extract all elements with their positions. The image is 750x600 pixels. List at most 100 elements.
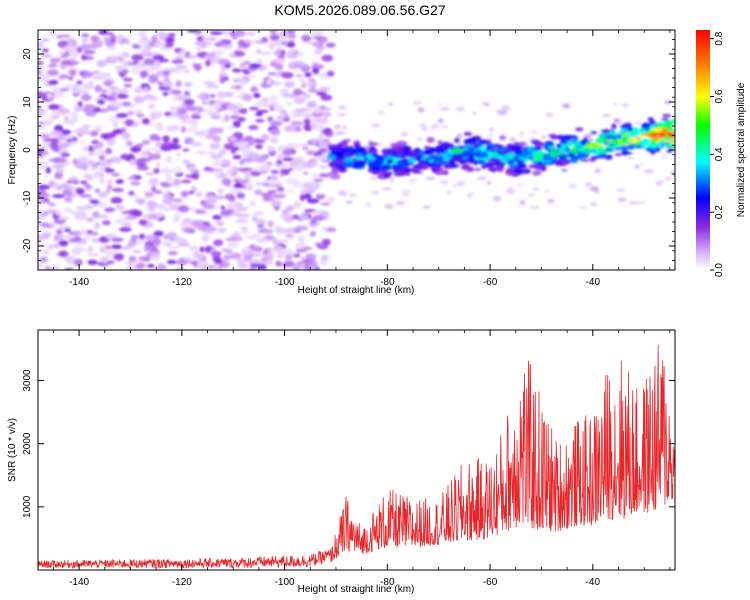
spectrogram-cell <box>494 165 504 171</box>
spectrogram-cell <box>644 169 654 174</box>
spectrogram-cell <box>161 182 173 188</box>
spectrogram-cell <box>493 152 498 159</box>
spectrogram-cell <box>273 104 284 112</box>
spectrogram-cell <box>255 40 267 44</box>
spectrogram-cell <box>138 233 146 240</box>
spectrogram-cell <box>202 204 215 210</box>
spectrogram-cell <box>301 34 311 41</box>
spectrogram-cell <box>472 111 477 116</box>
spectrogram-cell <box>430 147 436 152</box>
spectrogram-cell <box>204 198 218 205</box>
spectrogram-cell <box>61 59 72 66</box>
spectrogram-cell <box>78 194 92 198</box>
spectrogram-cell <box>218 72 228 79</box>
spectrogram-cell <box>544 189 550 194</box>
spectrogram-cell <box>270 128 281 136</box>
spectrogram-cell <box>224 114 230 122</box>
spectrogram-cell <box>132 249 142 254</box>
spectrogram-cell <box>561 168 568 172</box>
spectrogram-cell <box>51 110 60 117</box>
spectrogram-cell <box>493 196 502 202</box>
spectrogram-cell <box>256 109 269 113</box>
spectrogram-cell <box>86 185 93 189</box>
spectrogram-cell <box>421 156 427 160</box>
spectrogram-cell <box>316 194 325 200</box>
x-tick-label: -40 <box>586 277 601 288</box>
spectrogram-cell <box>661 155 668 159</box>
spectrogram-cell <box>93 72 102 77</box>
spectrogram-cell <box>144 195 152 200</box>
spectrogram-cell <box>51 164 65 169</box>
spectrogram-cell <box>604 148 615 152</box>
colorbar-tick-label: 0.8 <box>714 31 725 45</box>
spectrogram-cell <box>405 162 414 166</box>
spectrogram-cell <box>48 158 56 163</box>
spectrogram-cell <box>651 136 661 141</box>
spectrogram-cell <box>232 231 241 237</box>
spectrogram-cell <box>111 187 125 193</box>
spectrogram-cell <box>229 200 236 206</box>
spectrogram-cell <box>664 120 675 125</box>
spectrogram-cell <box>120 153 129 160</box>
spectrogram-cell <box>100 150 106 157</box>
spectrogram-cell <box>457 142 462 146</box>
spectrogram-cell <box>394 154 403 159</box>
spectrogram-cell <box>625 156 635 160</box>
spectrogram-cell <box>491 169 497 173</box>
spectrogram-cell <box>130 235 140 239</box>
spectrogram-cell <box>127 176 137 180</box>
spectrogram-cell <box>368 142 379 146</box>
spectrogram-cell <box>161 80 173 88</box>
spectrogram-cell <box>290 120 303 127</box>
spectrogram-cell <box>136 262 146 269</box>
spectrogram-cell <box>253 92 261 99</box>
spectrogram-cell <box>260 192 273 197</box>
spectrogram-cell <box>184 137 194 145</box>
spectrogram-cell <box>77 101 83 107</box>
spectrogram-cell <box>614 153 622 157</box>
spectrogram-cell <box>571 138 579 144</box>
spectrogram-cell <box>83 103 96 112</box>
spectrogram-cell <box>39 256 48 263</box>
spectrogram-cell <box>72 158 78 166</box>
spectrogram-cell <box>171 59 184 64</box>
spectrogram-cell <box>184 81 193 88</box>
spectrogram-cell <box>307 253 317 261</box>
spectrogram-cell <box>396 200 405 206</box>
spectrogram-cell <box>46 69 60 76</box>
spectrogram-cell <box>323 117 329 121</box>
spectrogram-cell <box>312 36 324 39</box>
spectrogram-cell <box>156 211 165 218</box>
spectrogram-cell <box>532 187 539 191</box>
spectrogram-cell <box>205 59 211 67</box>
spectrogram-cell <box>172 137 180 144</box>
spectrogram-cell <box>188 245 199 251</box>
spectrogram-cell <box>623 152 633 155</box>
spectrogram-cell <box>119 73 126 78</box>
spectrogram-cell <box>162 193 172 200</box>
spectrogram-cell <box>232 155 242 160</box>
spectrogram-cell <box>254 112 262 117</box>
spectrogram-cell <box>372 153 379 159</box>
spectrogram-cell <box>637 201 646 204</box>
spectrogram-cell <box>131 123 138 128</box>
spectrogram-cell <box>76 158 90 163</box>
spectrogram-cell <box>45 209 57 214</box>
spectrogram-cell <box>319 210 330 217</box>
spectrogram-cell <box>194 40 204 46</box>
spectrogram-cell <box>245 31 256 36</box>
spectrogram-cell <box>155 41 167 47</box>
spectrogram-cell <box>106 139 116 147</box>
spectrogram-cell <box>238 141 247 149</box>
spectrogram-cell <box>550 150 557 156</box>
spectrogram-cell <box>338 105 347 110</box>
spectrogram-cell <box>460 164 470 171</box>
spectrogram-ylabel: Frequency (Hz) <box>7 116 18 185</box>
y-tick-label: 0 <box>22 147 33 153</box>
spectrogram-cell <box>620 145 628 151</box>
snr-ylabel: SNR (10 * v/v) <box>7 418 18 482</box>
spectrogram-cell <box>149 245 158 252</box>
spectrogram-cell <box>100 256 109 264</box>
spectrogram-cell <box>195 150 209 155</box>
